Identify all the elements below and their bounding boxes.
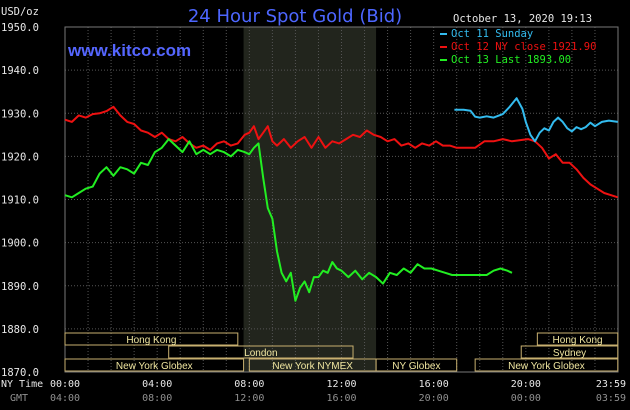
gmt-tick-label: 20:00 — [419, 393, 449, 404]
session-new-york-globex: New York Globex — [64, 358, 245, 372]
x-axis-ticks: 00:00 04:00 04:00 08:00 08:00 12:00 12:00 16:00… — [50, 379, 626, 404]
y-tick-label: 1910.0 — [1, 195, 39, 207]
legend-entry: Oct 11 Sunday — [451, 28, 533, 40]
x-tick-label: 20:00 — [511, 379, 541, 390]
legend-entry: Oct 12 NY close 1921.90 — [451, 41, 596, 53]
y-tick-label: 1920.0 — [1, 151, 39, 163]
session-box — [64, 358, 245, 372]
x-row-label: NY Time — [1, 379, 43, 390]
gmt-tick-label: 04:00 — [50, 393, 80, 404]
session-label: New York Globex — [508, 361, 585, 372]
gmt-tick-label: 00:00 — [511, 393, 541, 404]
session-box — [375, 358, 458, 372]
session-label: Hong Kong — [126, 335, 176, 346]
y-axis-ticks: 1950.0 1940.0 1930.0 1920.0 1910.0 1900.0 1890… — [1, 22, 39, 379]
x-tick-label: 16:00 — [419, 379, 449, 390]
session-label: NY Globex — [392, 361, 440, 372]
y-tick-label: 1890.0 — [1, 281, 39, 293]
gmt-tick-label: 08:00 — [142, 393, 172, 404]
gmt-row-label: GMT — [10, 393, 28, 404]
price-series — [64, 97, 619, 302]
session-label: New York NYMEX — [272, 361, 353, 372]
gmt-tick-label: 16:00 — [326, 393, 356, 404]
plot-frame — [64, 26, 619, 373]
chart-title: 24 Hour Spot Gold (Bid) — [188, 6, 402, 27]
session-box — [64, 332, 239, 346]
date-label: October 13, 2020 19:13 — [453, 13, 592, 25]
x-tick-label: 04:00 — [142, 379, 172, 390]
y-tick-label: 1950.0 — [1, 22, 39, 34]
gmt-tick-label: 12:00 — [234, 393, 264, 404]
session-hong-kong: Hong Kong — [64, 332, 239, 346]
y-tick-label: 1930.0 — [1, 108, 39, 120]
session-label: Sydney — [553, 348, 586, 359]
series-line-0 — [454, 97, 618, 143]
x-tick-label: 23:59 — [596, 379, 626, 390]
x-tick-label: 12:00 — [326, 379, 356, 390]
session-hong-kong: Hong Kong — [536, 332, 619, 346]
y-tick-label: 1940.0 — [1, 65, 39, 77]
session-sydney: Sydney — [520, 345, 619, 359]
y-axis-label: USD/oz — [1, 6, 39, 18]
session-london: London — [168, 345, 354, 359]
y-tick-label: 1900.0 — [1, 238, 39, 250]
site-watermark: www.kitco.com — [67, 41, 191, 60]
legend-entry: Oct 13 Last 1893.00 — [451, 54, 571, 66]
x-tick-label: 08:00 — [234, 379, 264, 390]
session-box — [536, 332, 619, 346]
trading-sessions: Hong Kong London New York Globex New York N… — [64, 332, 619, 372]
session-label: London — [244, 348, 277, 359]
gmt-tick-label: 03:59 — [596, 393, 626, 404]
session-box — [474, 358, 619, 372]
y-tick-label: 1880.0 — [1, 324, 39, 336]
session-box — [168, 345, 354, 359]
series-line-1 — [64, 105, 619, 199]
session-ny-globex: NY Globex — [375, 358, 458, 372]
series-line-2 — [64, 138, 513, 302]
session-new-york-globex: New York Globex — [474, 358, 619, 372]
y-tick-label: 1870.0 — [1, 367, 39, 379]
session-label: New York Globex — [116, 361, 193, 372]
session-label: Hong Kong — [553, 335, 603, 346]
x-tick-label: 00:00 — [50, 379, 80, 390]
session-box — [520, 345, 619, 359]
